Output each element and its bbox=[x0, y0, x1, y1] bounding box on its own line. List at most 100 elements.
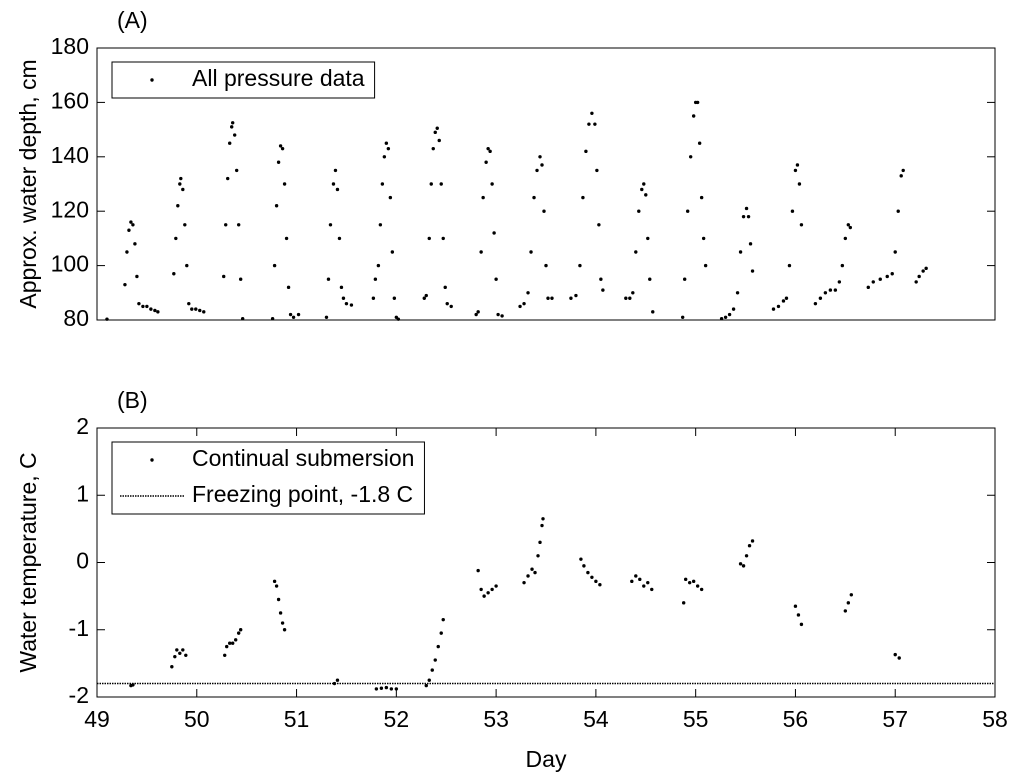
data-point bbox=[125, 250, 129, 254]
data-point bbox=[280, 621, 285, 625]
data-point bbox=[379, 686, 384, 690]
data-point bbox=[238, 277, 243, 281]
data-point bbox=[901, 168, 905, 173]
data-point bbox=[848, 225, 853, 230]
data-point bbox=[187, 301, 191, 306]
data-point bbox=[198, 308, 202, 313]
data-point bbox=[230, 125, 234, 129]
data-point bbox=[683, 577, 688, 582]
x-axis-label: Day bbox=[526, 746, 567, 772]
data-point bbox=[226, 176, 230, 181]
data-point bbox=[488, 149, 492, 154]
data-point bbox=[337, 236, 342, 241]
data-point bbox=[427, 678, 431, 682]
data-point bbox=[500, 314, 504, 318]
data-point bbox=[536, 554, 540, 558]
data-point bbox=[276, 160, 281, 164]
data-point bbox=[846, 223, 851, 227]
data-point bbox=[738, 250, 743, 254]
data-point bbox=[396, 317, 401, 321]
data-point bbox=[153, 308, 157, 313]
data-point bbox=[437, 138, 441, 143]
data-point bbox=[642, 584, 646, 588]
data-point bbox=[156, 310, 160, 314]
data-point bbox=[388, 195, 393, 200]
y-tick-label: 2 bbox=[76, 413, 89, 439]
data-point bbox=[799, 622, 804, 627]
data-point bbox=[335, 187, 340, 192]
data-point bbox=[590, 111, 594, 115]
data-point bbox=[846, 601, 851, 605]
data-point bbox=[866, 285, 870, 290]
data-point bbox=[823, 291, 828, 295]
data-point bbox=[741, 214, 746, 219]
data-point bbox=[628, 296, 632, 300]
data-point bbox=[797, 182, 802, 186]
data-point bbox=[373, 277, 378, 281]
data-point bbox=[232, 133, 237, 137]
data-point bbox=[550, 296, 554, 300]
data-point bbox=[530, 567, 534, 571]
data-point bbox=[579, 557, 583, 561]
x-tick-label: 50 bbox=[184, 706, 210, 732]
data-point bbox=[424, 683, 428, 688]
data-point bbox=[843, 236, 848, 241]
data-point bbox=[799, 223, 804, 227]
data-point bbox=[796, 613, 801, 617]
data-point bbox=[431, 146, 435, 151]
data-point bbox=[688, 155, 693, 159]
data-point bbox=[917, 274, 921, 279]
data-point bbox=[378, 223, 383, 227]
data-point bbox=[278, 611, 283, 615]
data-point bbox=[179, 176, 183, 181]
data-point bbox=[795, 163, 800, 167]
data-point bbox=[544, 263, 548, 268]
data-point bbox=[738, 562, 743, 566]
data-point bbox=[296, 312, 301, 317]
x-tick-label: 51 bbox=[284, 706, 310, 732]
data-point bbox=[840, 263, 845, 268]
data-point bbox=[194, 307, 198, 311]
data-point bbox=[376, 263, 381, 268]
data-point bbox=[371, 296, 376, 300]
data-point bbox=[582, 564, 586, 568]
data-point bbox=[490, 182, 494, 186]
data-point bbox=[776, 304, 781, 309]
data-point bbox=[131, 223, 135, 227]
data-point bbox=[172, 272, 176, 276]
data-point bbox=[542, 209, 546, 213]
y-tick-label: 100 bbox=[51, 251, 89, 277]
y-tick-label: 80 bbox=[63, 305, 89, 331]
y-axis-label: Water temperature, C bbox=[15, 452, 41, 672]
x-tick-label: 52 bbox=[384, 706, 410, 732]
data-point bbox=[445, 301, 449, 306]
data-point bbox=[695, 584, 700, 588]
data-point bbox=[476, 310, 480, 314]
data-point bbox=[699, 195, 704, 200]
data-point bbox=[529, 250, 533, 254]
data-point bbox=[697, 141, 702, 145]
data-point bbox=[685, 209, 690, 213]
data-point bbox=[228, 141, 232, 145]
data-point bbox=[436, 644, 440, 649]
data-point bbox=[181, 648, 185, 652]
data-point bbox=[344, 301, 349, 306]
data-point bbox=[435, 126, 439, 130]
data-point bbox=[599, 277, 603, 281]
data-point bbox=[288, 312, 293, 317]
data-point bbox=[680, 315, 685, 319]
data-point bbox=[222, 274, 226, 279]
data-point bbox=[746, 214, 751, 219]
y-tick-label: 160 bbox=[51, 87, 89, 113]
data-point bbox=[793, 604, 798, 608]
data-point bbox=[781, 299, 786, 303]
data-point bbox=[899, 174, 903, 178]
data-point bbox=[818, 296, 823, 300]
data-point bbox=[597, 223, 601, 227]
data-point bbox=[225, 644, 229, 649]
data-point bbox=[284, 236, 289, 241]
data-point bbox=[331, 182, 336, 186]
data-point bbox=[569, 296, 573, 300]
data-point bbox=[598, 582, 602, 587]
